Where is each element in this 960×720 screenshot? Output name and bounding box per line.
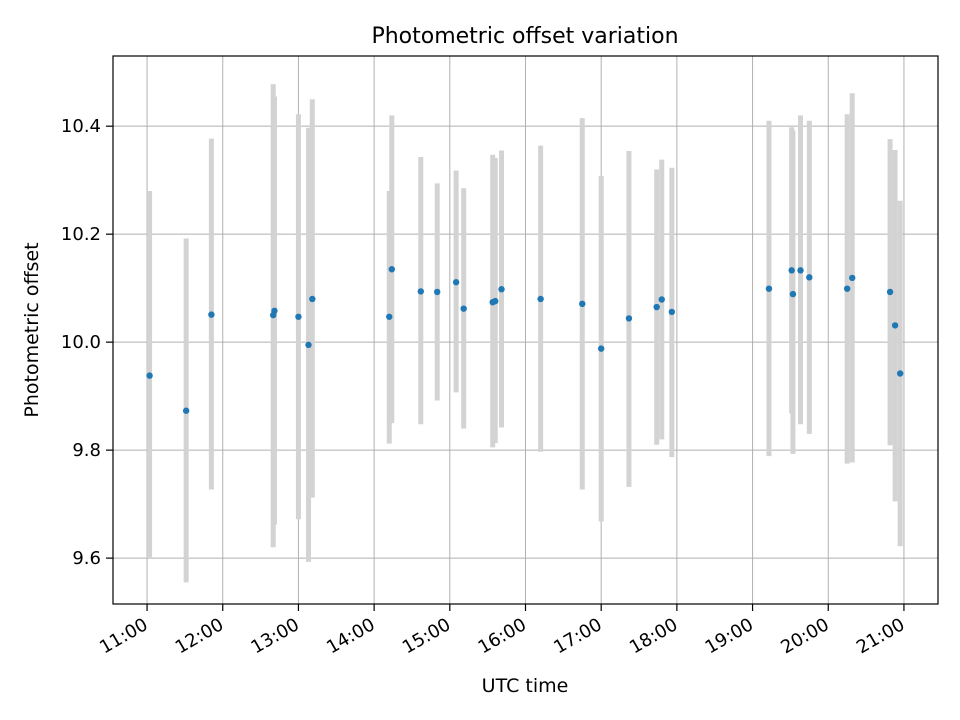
data-point xyxy=(460,305,467,312)
data-point xyxy=(797,267,804,274)
y-axis-ticks: 9.6 9.8 10.0 10.2 10.4 xyxy=(61,116,113,569)
data-point xyxy=(625,315,633,322)
data-point xyxy=(182,407,190,414)
data-point xyxy=(597,345,605,352)
data-point xyxy=(305,341,312,349)
data-point xyxy=(492,297,499,305)
data-point xyxy=(806,274,813,281)
y-tick-label: 9.8 xyxy=(72,440,101,461)
data-point xyxy=(146,372,153,379)
data-point xyxy=(658,296,665,303)
data-point xyxy=(789,290,797,298)
data-point xyxy=(653,303,660,311)
y-tick-label: 9.6 xyxy=(72,548,101,569)
x-axis-label: UTC time xyxy=(482,675,569,697)
data-point xyxy=(295,313,302,320)
data-point xyxy=(433,288,441,296)
data-points xyxy=(146,266,904,414)
data-point xyxy=(788,267,795,274)
data-point xyxy=(386,313,393,320)
data-point xyxy=(537,295,544,303)
data-point xyxy=(271,307,278,315)
data-point xyxy=(498,286,505,293)
data-point xyxy=(579,300,586,308)
data-point xyxy=(891,322,899,329)
data-point xyxy=(849,274,856,282)
data-point xyxy=(843,285,851,292)
y-tick-label: 10.0 xyxy=(61,332,101,353)
data-point xyxy=(309,295,316,303)
data-point xyxy=(208,311,215,318)
data-point xyxy=(388,266,395,273)
data-point xyxy=(765,285,773,292)
data-point xyxy=(452,279,460,286)
data-point xyxy=(886,288,894,296)
chart-title: Photometric offset variation xyxy=(371,24,678,49)
data-point xyxy=(896,370,904,377)
y-tick-label: 10.2 xyxy=(61,224,101,245)
data-point xyxy=(417,288,424,295)
y-axis-label: Photometric offset xyxy=(21,242,43,417)
y-tick-label: 10.4 xyxy=(61,116,101,137)
data-point xyxy=(668,308,676,316)
